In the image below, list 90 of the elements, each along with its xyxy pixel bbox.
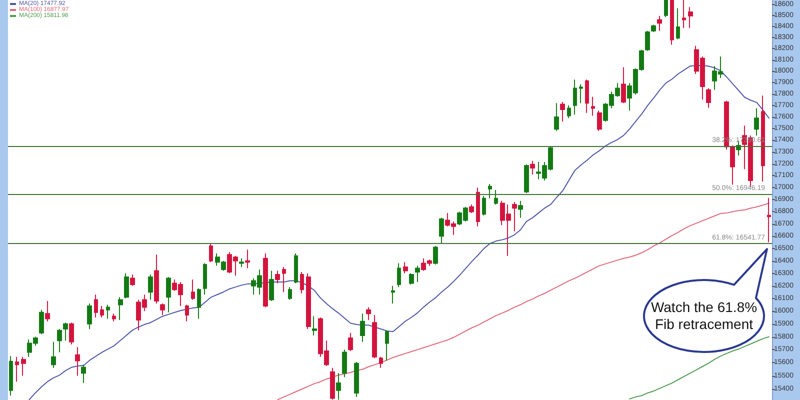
candlestick xyxy=(573,79,577,116)
candlestick xyxy=(567,104,571,119)
candlestick xyxy=(209,243,213,263)
candlestick xyxy=(488,184,492,199)
candlestick xyxy=(554,102,559,132)
candlestick xyxy=(300,272,304,294)
candlestick xyxy=(664,0,668,18)
candlestick xyxy=(166,276,171,313)
candlestick xyxy=(69,322,74,345)
candlestick xyxy=(15,356,19,382)
candlestick xyxy=(397,262,401,288)
candlestick xyxy=(197,288,201,320)
candlestick xyxy=(688,6,693,29)
candlestick xyxy=(415,265,420,283)
candlestick xyxy=(482,196,486,216)
candlestick xyxy=(75,346,80,376)
candlestick xyxy=(730,145,735,186)
candlestick xyxy=(263,252,268,308)
candlestick xyxy=(112,313,116,322)
candlestick xyxy=(45,300,50,322)
candlestick xyxy=(294,252,298,284)
candlestick xyxy=(591,96,595,116)
candlestick xyxy=(160,303,165,316)
candlestick xyxy=(409,272,414,286)
candlestick xyxy=(379,356,383,368)
candlestick xyxy=(676,8,680,40)
candlestick xyxy=(385,330,389,362)
candlestick xyxy=(81,364,86,384)
candlestick xyxy=(439,217,444,244)
candlestick xyxy=(354,362,359,398)
candlestick xyxy=(57,328,62,353)
candlestick xyxy=(239,258,244,268)
candlestick xyxy=(530,160,535,175)
candlestick xyxy=(51,341,56,368)
candlestick xyxy=(21,356,26,376)
candlestick xyxy=(100,306,104,318)
candlestick xyxy=(275,270,280,284)
candlestick xyxy=(585,79,589,114)
line-series xyxy=(28,65,770,400)
candlestick xyxy=(754,108,759,136)
candlestick xyxy=(403,262,408,274)
candlestick xyxy=(706,88,711,108)
line-series xyxy=(629,336,770,400)
candlestick xyxy=(269,270,274,302)
candlestick xyxy=(282,266,286,293)
candlestick xyxy=(682,0,686,29)
candlestick xyxy=(9,356,13,396)
candlestick xyxy=(469,204,474,214)
candlestick xyxy=(597,110,602,132)
candlestick xyxy=(524,164,529,194)
candlestick xyxy=(245,249,250,269)
candlestick xyxy=(360,313,365,342)
candlestick xyxy=(366,306,371,321)
candlestick xyxy=(63,322,68,342)
candlestick xyxy=(130,274,135,286)
candlestick xyxy=(512,202,517,232)
candlestick xyxy=(306,272,311,330)
candlestick xyxy=(391,285,395,304)
annotation: Watch the 61.8% Fib retracement xyxy=(650,299,758,333)
candlestick xyxy=(767,197,771,243)
candlestick xyxy=(185,304,189,322)
candlestick xyxy=(191,279,195,300)
candlestick xyxy=(288,286,292,300)
candlestick xyxy=(494,190,498,205)
candlestick xyxy=(433,245,438,266)
candlestick xyxy=(518,200,523,218)
candlestick xyxy=(330,367,335,400)
line-series xyxy=(277,202,770,400)
candlestick xyxy=(579,84,583,104)
candlestick xyxy=(657,15,662,32)
candlestick xyxy=(342,349,347,378)
candlestick xyxy=(87,303,92,330)
candlestick xyxy=(645,30,650,52)
candlestick xyxy=(94,294,98,318)
candlestick xyxy=(476,187,480,227)
candlestick xyxy=(154,254,159,304)
candlestick xyxy=(124,272,129,299)
candlestick xyxy=(372,314,377,359)
candlestick xyxy=(670,0,674,46)
candlestick xyxy=(106,304,110,320)
candlestick xyxy=(336,372,341,400)
candlestick xyxy=(39,309,44,335)
candlestick xyxy=(621,66,626,104)
candlestick xyxy=(203,262,207,296)
candlestick xyxy=(312,316,317,336)
candlestick xyxy=(118,296,123,321)
candlestick xyxy=(348,332,353,352)
candlestick xyxy=(651,24,656,32)
candlestick xyxy=(148,274,153,300)
candlestick xyxy=(560,101,565,122)
